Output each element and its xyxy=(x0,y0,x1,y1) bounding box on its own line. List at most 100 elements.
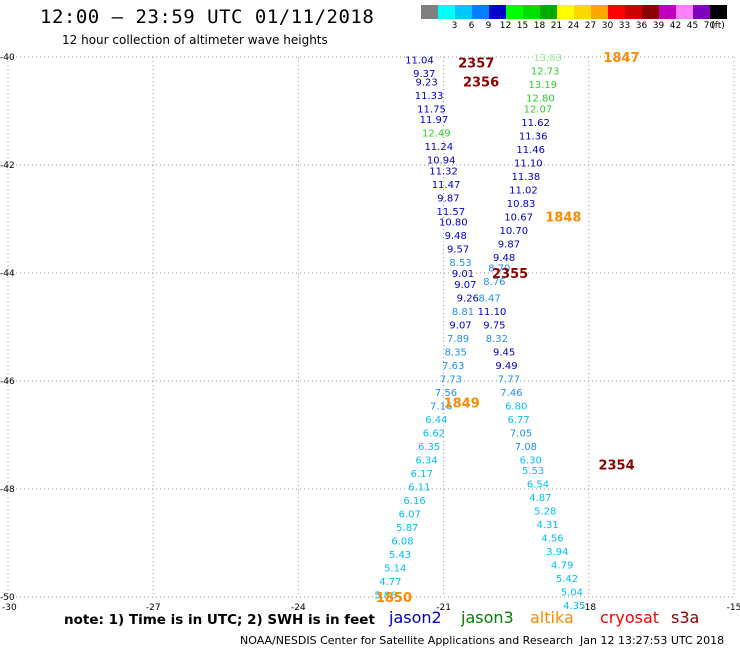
scale-swatch xyxy=(472,5,489,19)
jason2-point: 6.35 xyxy=(418,442,440,453)
time-label: 2356 xyxy=(463,75,499,90)
time-label: 1850 xyxy=(376,591,412,606)
jason3-point: 9.87 xyxy=(498,239,520,250)
jason2-point: 6.34 xyxy=(416,455,438,466)
jason3-point: 5.42 xyxy=(556,574,578,585)
scale-label: 6 xyxy=(468,21,475,31)
jason2-point: 9.37 xyxy=(413,69,435,80)
scale-swatch xyxy=(591,5,608,19)
jason2-point: 9.23 xyxy=(416,77,438,88)
scale-label: 70 xyxy=(703,21,716,31)
jason3-point: 11.10 xyxy=(478,307,507,318)
jason3-point: 6.80 xyxy=(505,401,527,412)
jason2-point: 11.97 xyxy=(420,115,449,126)
jason3-point: 4.35 xyxy=(563,601,585,610)
jason3-point: 10.67 xyxy=(504,212,533,223)
time-label: 1847 xyxy=(603,51,639,66)
x-tick-label: -21 xyxy=(436,603,451,610)
scale-label: 15 xyxy=(516,21,529,31)
scale-swatch xyxy=(693,5,710,19)
jason3-point: 5.28 xyxy=(534,507,556,518)
satellite-altika: altika xyxy=(530,608,574,627)
jason2-point: 5.14 xyxy=(384,563,406,574)
time-label: 2355 xyxy=(492,267,528,282)
jason2-point: 12.49 xyxy=(422,129,451,140)
jason3-point: 8.47 xyxy=(478,293,500,304)
scale-label: 39 xyxy=(652,21,665,31)
jason3-point: 9.75 xyxy=(483,320,505,331)
jason3-point: 13.19 xyxy=(528,80,557,91)
jason2-point: 11.33 xyxy=(415,91,444,102)
scale-label: 27 xyxy=(584,21,597,31)
jason3-point: 10.83 xyxy=(507,199,536,210)
jason3-point: 7.08 xyxy=(515,442,537,453)
jason2-point: 11.75 xyxy=(417,104,446,115)
jason3-point: 11.38 xyxy=(512,172,541,183)
satellite-cryosat: cryosat xyxy=(600,608,660,627)
scale-swatch xyxy=(608,5,625,19)
jason3-point: 10.70 xyxy=(499,226,528,237)
satellite-jason2: jason2 xyxy=(389,608,442,627)
scale-label: 30 xyxy=(601,21,614,31)
jason2-point: 7.16 xyxy=(430,401,452,412)
jason3-point: 11.36 xyxy=(519,131,548,142)
scale-swatch xyxy=(642,5,659,19)
scale-label: 33 xyxy=(618,21,631,31)
x-tick-label: -24 xyxy=(291,603,306,610)
satellite-s3a: s3a xyxy=(671,608,700,627)
jason2-point: 6.44 xyxy=(425,415,447,426)
jason2-point: 6.08 xyxy=(391,536,413,547)
scale-swatch xyxy=(625,5,642,19)
jason3-point: 11.10 xyxy=(514,158,543,169)
scale-label: 12 xyxy=(499,21,512,31)
footer-note: note: 1) Time is in UTC; 2) SWH is in fe… xyxy=(64,612,375,628)
scale-unit: (ft) xyxy=(711,21,725,31)
jason2-point: 5.87 xyxy=(396,523,418,534)
scale-label: 9 xyxy=(485,21,492,31)
jason3-point: 7.77 xyxy=(498,374,520,385)
jason2-point: 5.06 xyxy=(374,590,396,601)
scale-swatch xyxy=(455,5,472,19)
y-tick-label: -40 xyxy=(0,53,15,63)
jason2-point: 8.81 xyxy=(452,307,474,318)
scale-swatch xyxy=(659,5,676,19)
scale-label: 42 xyxy=(669,21,682,31)
jason3-point: 7.05 xyxy=(510,428,532,439)
scale-swatch xyxy=(421,5,438,19)
jason3-point: 12.07 xyxy=(524,104,553,115)
jason2-point: 9.48 xyxy=(445,231,467,242)
jason3-point: 8.70 xyxy=(488,264,510,275)
jason3-point: 9.48 xyxy=(493,253,515,264)
jason3-point: 7.46 xyxy=(500,388,522,399)
jason3-point: 3.94 xyxy=(546,547,568,558)
time-label: 1849 xyxy=(444,397,480,412)
x-tick-label: -15 xyxy=(727,603,740,610)
jason3-point: 12.80 xyxy=(526,94,555,105)
x-tick-label: -30 xyxy=(2,603,17,610)
jason3-point: 5.53 xyxy=(522,466,544,477)
page-subtitle: 12 hour collection of altimeter wave hei… xyxy=(62,33,328,47)
jason3-point: 4.87 xyxy=(529,493,551,504)
jason3-point: 13.83 xyxy=(533,53,562,64)
scale-swatch xyxy=(710,5,727,19)
scale-swatch xyxy=(438,5,455,19)
scale-swatch xyxy=(523,5,540,19)
credit-text: NOAA/NESDIS Center for Satellite Applica… xyxy=(240,634,574,647)
jason3-point: 11.46 xyxy=(516,145,545,156)
scale-label: 36 xyxy=(635,21,648,31)
scale-label: 24 xyxy=(567,21,580,31)
jason2-point: 6.07 xyxy=(399,509,421,520)
jason3-point: 6.77 xyxy=(507,415,529,426)
jason2-point: 9.26 xyxy=(457,293,479,304)
jason2-point: 6.11 xyxy=(408,482,430,493)
jason3-point: 5.04 xyxy=(561,588,583,599)
jason2-point: 5.43 xyxy=(389,550,411,561)
jason2-point: 9.07 xyxy=(454,280,476,291)
time-label: 2357 xyxy=(458,56,494,71)
altimeter-map: -30 -27 -24 -21 -18 -15 -40 -42 -44 -46 -48 -50 11.0… xyxy=(0,51,740,610)
jason3-point: 4.79 xyxy=(551,561,573,572)
jason3-point: 4.31 xyxy=(537,520,559,531)
jason2-point: 11.04 xyxy=(405,56,434,67)
jason2-point: 6.62 xyxy=(423,428,445,439)
jason2-point: 11.24 xyxy=(424,142,453,153)
